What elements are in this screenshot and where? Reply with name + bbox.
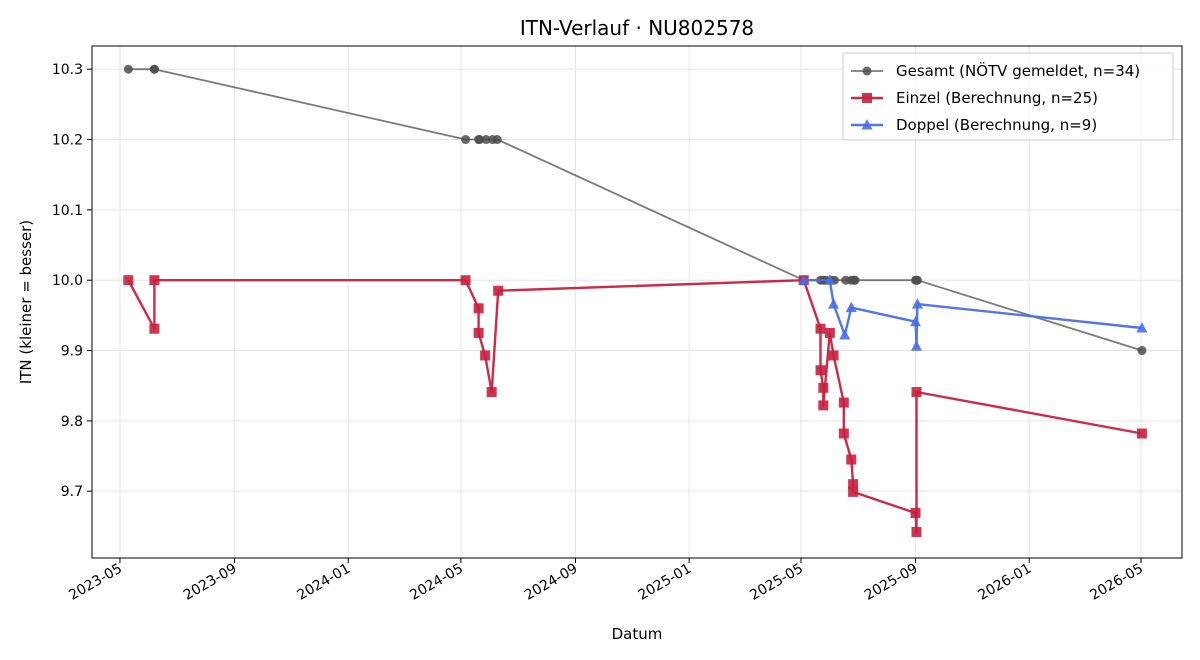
y-tick-label: 9.7	[61, 484, 83, 500]
x-tick-label: 2024-09	[522, 561, 581, 604]
data-point-einzel	[910, 507, 921, 518]
legend-entry-doppel: Doppel (Berechnung, n=9)	[851, 116, 1097, 134]
x-axis-title: Datum	[612, 625, 663, 643]
y-tick-label: 10.0	[52, 273, 83, 289]
data-point-einzel	[838, 428, 849, 439]
x-tick-label: 2025-01	[636, 561, 695, 604]
plot-area	[91, 45, 1183, 559]
data-point-einzel	[818, 400, 829, 411]
y-tick-label: 10.1	[52, 203, 83, 219]
data-point-gesamt	[850, 275, 860, 285]
grid	[92, 46, 1182, 558]
data-point-einzel	[149, 275, 160, 286]
series-doppel	[798, 274, 1148, 351]
data-point-einzel	[848, 479, 859, 490]
y-tick-label: 9.8	[61, 414, 83, 430]
data-point-einzel	[824, 327, 835, 338]
data-point-doppel	[911, 298, 923, 309]
legend-label: Einzel (Berechnung, n=25)	[896, 89, 1098, 107]
data-point-gesamt	[149, 64, 159, 74]
data-point-einzel	[473, 303, 484, 314]
x-tick-label: 2024-05	[407, 561, 466, 604]
legend: Gesamt (NÖTV gemeldet, n=34) Einzel (Bere…	[842, 52, 1174, 141]
data-point-doppel	[798, 274, 810, 285]
legend-label: Doppel (Berechnung, n=9)	[896, 116, 1097, 134]
data-point-einzel	[815, 365, 826, 376]
legend-marker	[862, 93, 872, 103]
data-point-gesamt	[492, 135, 502, 145]
data-point-doppel	[824, 274, 836, 285]
x-axis: 2023-05 2023-09 2024-01 2024-05 2024-09 2025-…	[66, 558, 1146, 604]
x-tick-label: 2023-09	[181, 561, 240, 604]
data-point-gesamt	[461, 135, 471, 145]
y-tick-label: 10.3	[52, 62, 83, 78]
series-line-einzel	[127, 279, 1143, 534]
series-layer	[123, 64, 1148, 537]
data-point-doppel	[910, 340, 922, 351]
data-point-einzel	[493, 285, 504, 296]
x-tick-label: 2026-01	[976, 561, 1035, 604]
series-line-doppel	[803, 279, 1143, 348]
data-point-einzel	[828, 350, 839, 361]
x-tick-label: 2023-05	[66, 561, 125, 604]
data-point-gesamt	[1137, 346, 1147, 356]
data-point-doppel	[828, 298, 840, 309]
data-point-doppel	[1136, 322, 1148, 333]
data-point-doppel	[839, 329, 851, 340]
data-point-gesamt	[912, 275, 922, 285]
legend-marker	[861, 119, 873, 130]
data-point-einzel	[460, 275, 471, 286]
legend-entry-gesamt: Gesamt (NÖTV gemeldet, n=34)	[851, 61, 1140, 80]
data-point-einzel	[838, 397, 849, 408]
legend-entry-einzel: Einzel (Berechnung, n=25)	[851, 89, 1098, 107]
x-tick-label: 2026-05	[1087, 561, 1146, 604]
legend-marker	[862, 66, 872, 76]
x-tick-label: 2025-09	[862, 561, 921, 604]
data-point-einzel	[818, 382, 829, 393]
legend-box	[842, 52, 1174, 141]
y-tick-label: 10.2	[52, 133, 83, 149]
data-point-einzel	[149, 323, 160, 334]
data-point-einzel	[848, 486, 859, 497]
x-tick-label: 2025-05	[747, 561, 806, 604]
data-point-einzel	[473, 327, 484, 338]
data-point-doppel	[845, 301, 857, 313]
data-point-einzel	[815, 323, 826, 334]
data-point-einzel	[911, 526, 922, 537]
series-einzel	[123, 275, 1147, 537]
data-point-einzel	[1136, 428, 1147, 439]
data-point-gesamt	[475, 135, 485, 145]
y-axis-title: ITN (kleiner = besser)	[17, 220, 35, 384]
y-axis: 9.7 9.8 9.9 10.0 10.1 10.2 10.3	[52, 62, 92, 500]
data-point-einzel	[123, 275, 134, 286]
data-point-gesamt	[123, 64, 133, 74]
chart-title: ITN-Verlauf · NU802578	[520, 16, 754, 40]
legend-label: Gesamt (NÖTV gemeldet, n=34)	[896, 61, 1140, 80]
data-point-doppel	[910, 315, 922, 327]
data-point-gesamt	[481, 135, 491, 145]
data-point-einzel	[911, 387, 922, 398]
data-point-einzel	[486, 387, 497, 398]
data-point-einzel	[846, 454, 857, 465]
y-tick-label: 9.9	[61, 344, 83, 360]
data-point-einzel	[480, 350, 491, 361]
x-tick-label: 2024-01	[295, 561, 354, 604]
